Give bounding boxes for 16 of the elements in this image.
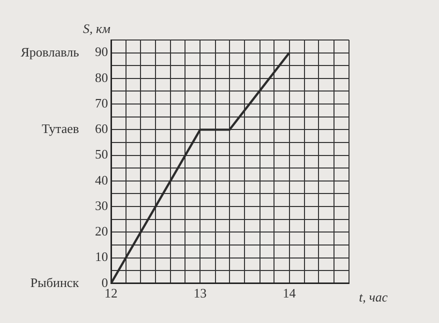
y-tick-label: 60 — [95, 121, 108, 136]
y-tick-label: 30 — [95, 198, 108, 213]
text: Тутаев — [42, 120, 79, 136]
y-tick-label: 70 — [95, 95, 108, 110]
x-axis-title: t, час — [359, 289, 388, 304]
text: Рыбинск — [30, 274, 80, 290]
y-tick-label: 40 — [95, 172, 108, 188]
text: Яровлавль — [20, 44, 80, 60]
y-tick-label: 10 — [95, 249, 108, 264]
x-tick-label: 13 — [194, 286, 207, 301]
y-tick-label: 20 — [95, 224, 108, 239]
y-tick-label: 90 — [95, 44, 108, 60]
x-tick-label: 14 — [282, 286, 296, 301]
y-axis-title: S, км — [83, 20, 110, 36]
y-tick-label: 80 — [95, 70, 108, 85]
y-tick-label: 50 — [95, 146, 108, 162]
